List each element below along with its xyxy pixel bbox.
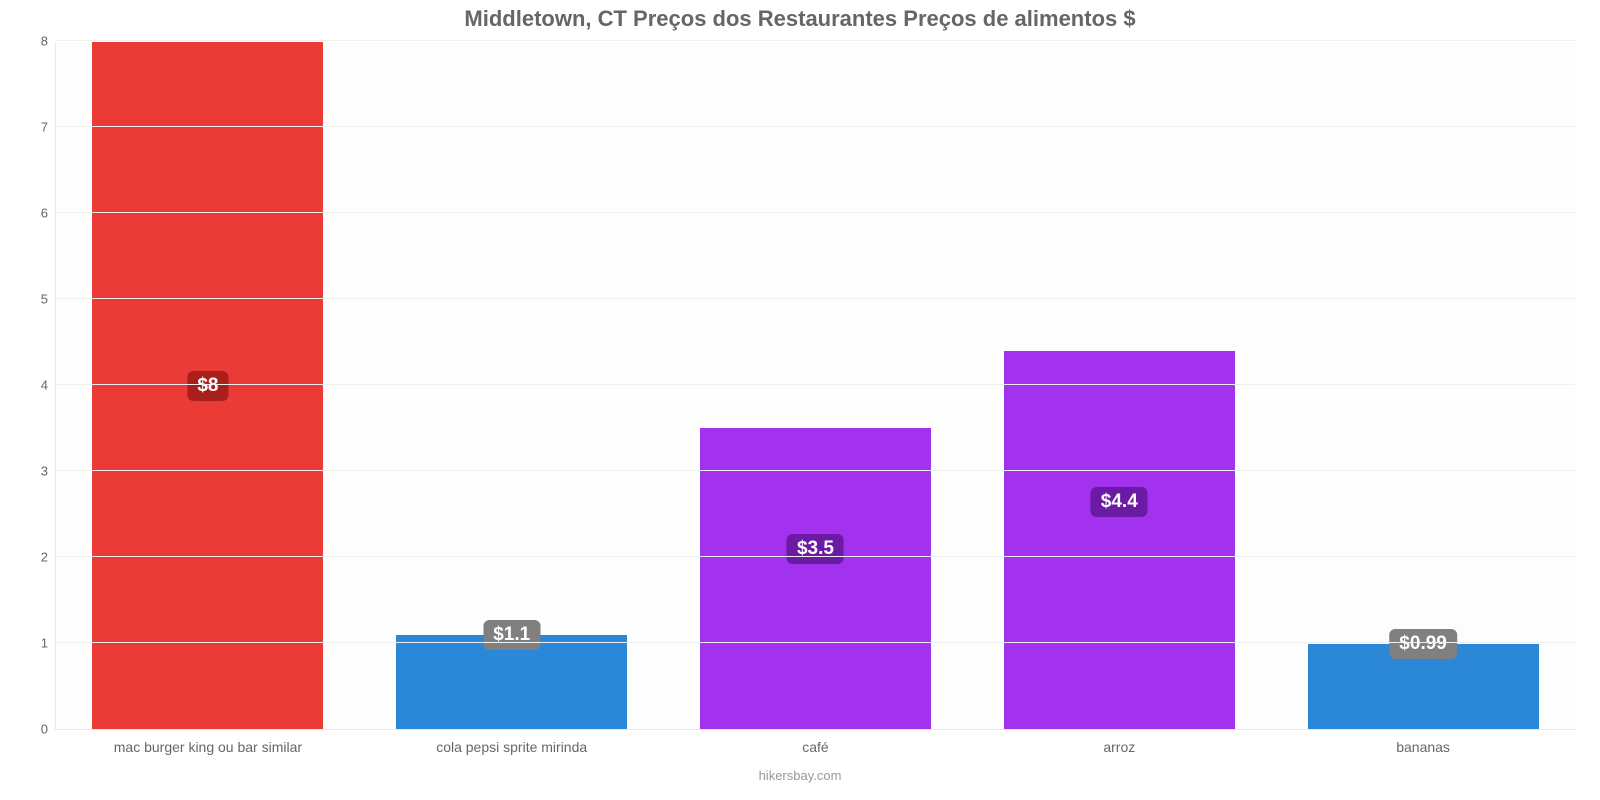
grid-line	[56, 212, 1575, 213]
bars-container: $8mac burger king ou bar similar$1.1cola…	[56, 42, 1575, 729]
xtick-label: café	[802, 729, 828, 755]
bar-slot: $4.4arroz	[967, 42, 1271, 729]
value-badge: $0.99	[1389, 629, 1457, 659]
grid-line	[56, 642, 1575, 643]
xtick-label: arroz	[1103, 729, 1135, 755]
grid-line	[56, 298, 1575, 299]
xtick-label: cola pepsi sprite mirinda	[436, 729, 587, 755]
xtick-label: mac burger king ou bar similar	[114, 729, 302, 755]
grid-line	[56, 126, 1575, 127]
ytick-label: 8	[41, 34, 56, 49]
xtick-label: bananas	[1396, 729, 1450, 755]
value-badge: $8	[187, 371, 228, 401]
ytick-label: 4	[41, 378, 56, 393]
bar: $8	[92, 42, 323, 729]
ytick-label: 2	[41, 550, 56, 565]
price-bar-chart: Middletown, CT Preços dos Restaurantes P…	[0, 0, 1600, 800]
value-badge: $4.4	[1091, 487, 1148, 517]
bar: $1.1	[396, 635, 627, 729]
bar-slot: $0.99bananas	[1271, 42, 1575, 729]
grid-line	[56, 556, 1575, 557]
ytick-label: 1	[41, 636, 56, 651]
ytick-label: 7	[41, 120, 56, 135]
bar-slot: $8mac burger king ou bar similar	[56, 42, 360, 729]
ytick-label: 3	[41, 464, 56, 479]
bar: $4.4	[1004, 351, 1235, 729]
plot-area: $8mac burger king ou bar similar$1.1cola…	[55, 42, 1575, 730]
value-badge: $1.1	[483, 620, 540, 650]
credit-text: hikersbay.com	[0, 768, 1600, 783]
grid-line	[56, 470, 1575, 471]
ytick-label: 6	[41, 206, 56, 221]
bar-slot: $1.1cola pepsi sprite mirinda	[360, 42, 664, 729]
grid-line	[56, 40, 1575, 41]
bar-slot: $3.5café	[664, 42, 968, 729]
grid-line	[56, 384, 1575, 385]
chart-title: Middletown, CT Preços dos Restaurantes P…	[0, 0, 1600, 32]
ytick-label: 5	[41, 292, 56, 307]
bar: $0.99	[1308, 644, 1539, 729]
ytick-label: 0	[41, 722, 56, 737]
bar: $3.5	[700, 428, 931, 729]
value-badge: $3.5	[787, 534, 844, 564]
